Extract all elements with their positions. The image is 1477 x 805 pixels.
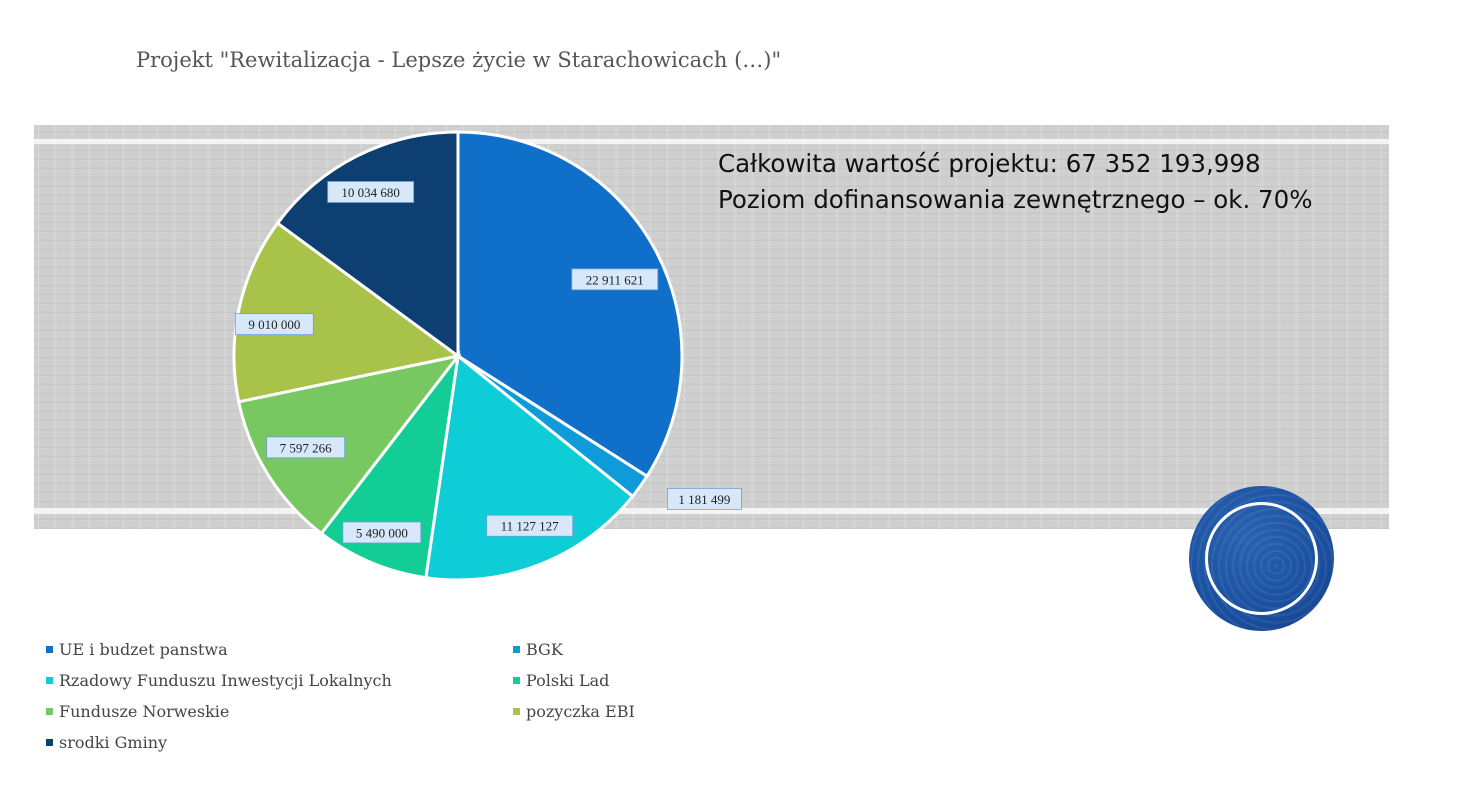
pie-slice (232, 221, 462, 404)
legend-swatch (46, 646, 53, 653)
funding-level-text: Poziom dofinansowania zewnętrznego – ok.… (718, 185, 1313, 214)
data-label-text: 1 181 499 (678, 492, 730, 507)
data-label-box (571, 268, 659, 291)
data-label-text: 9 010 000 (248, 317, 300, 332)
legend-item: Rzadowy Funduszu Inwestycji Lokalnych (46, 671, 392, 690)
data-label: 7 597 266 (266, 436, 346, 459)
legend-label: Rzadowy Funduszu Inwestycji Lokalnych (59, 671, 392, 690)
legend-swatch (46, 739, 53, 746)
project-info: Całkowita wartość projektu: 67 352 193,9… (718, 146, 1312, 218)
legend-label: srodki Gminy (59, 733, 168, 752)
legend-label: Fundusze Norweskie (59, 702, 230, 721)
data-label-box (486, 514, 574, 537)
data-label: 1 181 499 (667, 487, 742, 510)
data-label-box (342, 521, 422, 544)
data-label: 11 127 127 (486, 514, 574, 537)
emblem-circle-icon (1189, 486, 1334, 631)
legend-label: UE i budzet panstwa (59, 640, 228, 659)
data-label: 9 010 000 (234, 313, 314, 336)
data-label: 22 911 621 (571, 268, 659, 291)
legend-item: Polski Lad (513, 671, 609, 690)
data-label-text: 10 034 680 (341, 185, 400, 200)
emblem-ring (1205, 502, 1318, 615)
legend-item: Fundusze Norweskie (46, 702, 229, 721)
data-label-text: 22 911 621 (586, 272, 644, 287)
legend-swatch (46, 708, 53, 715)
data-label-box (234, 313, 314, 336)
legend-swatch (513, 677, 520, 684)
data-label: 10 034 680 (327, 181, 415, 203)
data-label-box (327, 181, 415, 203)
legend-item: UE i budzet panstwa (46, 640, 228, 659)
data-label-box (266, 436, 346, 459)
band-divider-top (34, 139, 1389, 144)
legend-swatch (46, 677, 53, 684)
pie-slice (424, 353, 635, 582)
pie-slice (236, 353, 462, 536)
legend-item: BGK (513, 640, 563, 659)
data-label-text: 5 490 000 (356, 525, 408, 540)
legend-item: srodki Gminy (46, 733, 167, 752)
slide-title: Projekt "Rewitalizacja - Lepsze życie w … (136, 48, 782, 72)
legend-label: Polski Lad (526, 671, 610, 690)
data-label-box (667, 487, 742, 510)
legend-swatch (513, 646, 520, 653)
legend-item: pozyczka EBI (513, 702, 635, 721)
data-label-text: 11 127 127 (501, 519, 560, 534)
data-label: 5 490 000 (342, 521, 422, 544)
total-value-text: Całkowita wartość projektu: 67 352 193,9… (718, 149, 1261, 178)
legend-label: BGK (526, 640, 563, 659)
data-label-text: 7 597 266 (280, 440, 333, 455)
band-divider-bottom (34, 508, 1389, 514)
legend-swatch (513, 708, 520, 715)
legend-label: pozyczka EBI (526, 702, 635, 721)
